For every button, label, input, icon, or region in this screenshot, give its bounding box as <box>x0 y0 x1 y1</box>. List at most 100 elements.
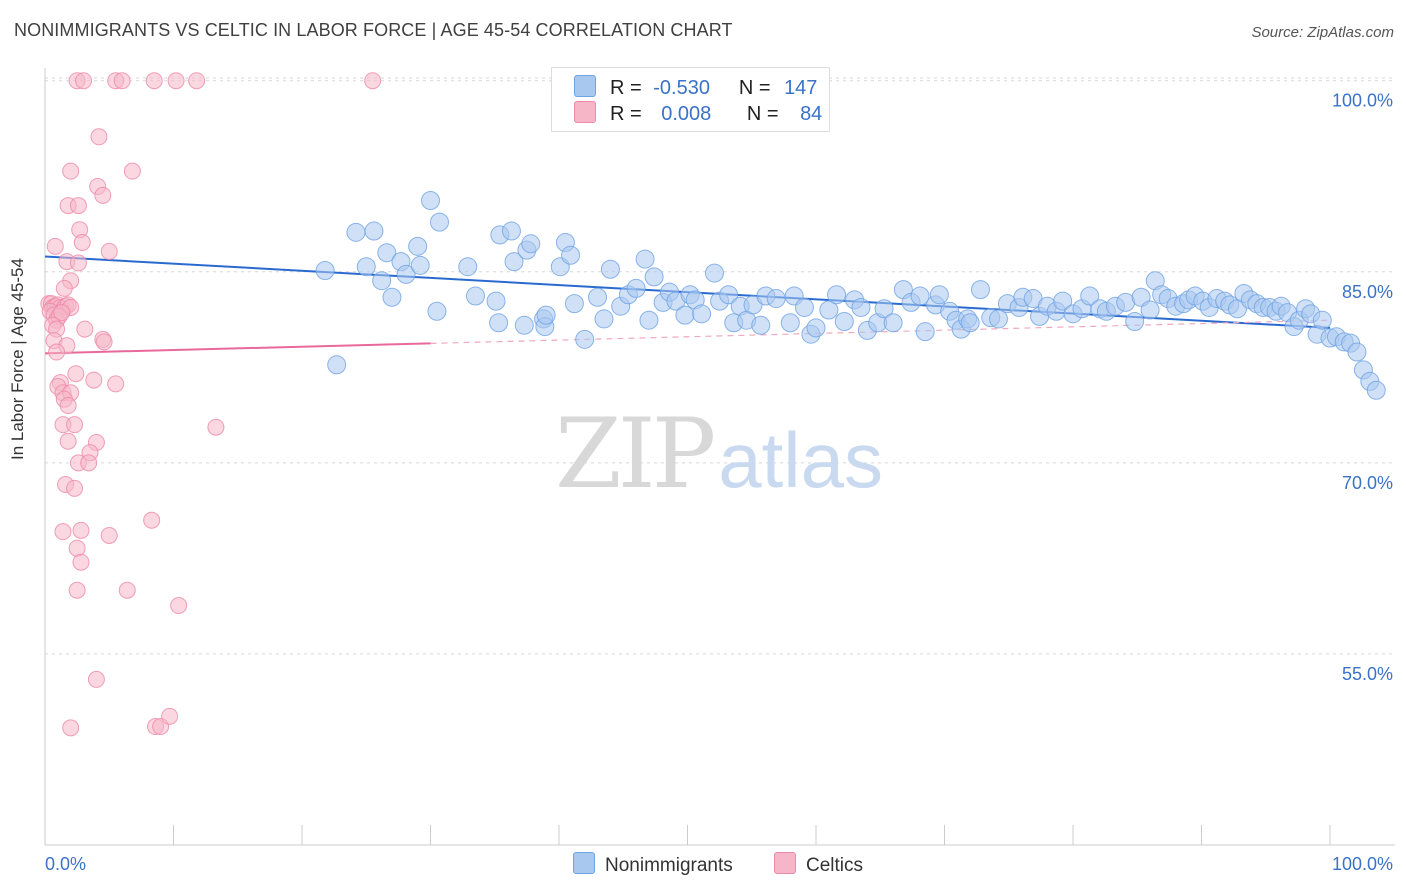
data-point <box>382 287 402 307</box>
data-point <box>639 310 659 330</box>
data-point <box>883 313 903 333</box>
legend-r-value: -0.530 <box>653 77 710 99</box>
data-point <box>364 72 382 90</box>
data-point <box>76 320 94 338</box>
axes <box>44 68 1395 846</box>
data-point <box>751 315 771 335</box>
data-point <box>819 300 839 320</box>
data-point <box>87 670 105 688</box>
data-point <box>85 371 103 389</box>
data-point <box>704 263 724 283</box>
data-point <box>766 289 786 309</box>
data-point <box>372 271 392 291</box>
y-tick-label: 100.0% <box>1332 91 1393 111</box>
data-point <box>626 278 646 298</box>
legend-row-nonimmigrants: R = -0.530 N = 147 <box>574 75 817 101</box>
data-point <box>1125 311 1145 331</box>
data-point <box>48 343 66 361</box>
data-point <box>429 212 449 232</box>
data-point <box>564 294 584 314</box>
data-point <box>167 72 185 90</box>
watermark-atlas: atlas <box>718 416 883 504</box>
data-point <box>62 719 80 737</box>
data-point <box>780 313 800 333</box>
legend-n-label: N = <box>746 103 779 125</box>
data-point <box>100 242 118 260</box>
data-point <box>315 261 335 281</box>
data-point <box>123 162 141 180</box>
data-point <box>68 581 86 599</box>
data-point <box>54 523 72 541</box>
data-point <box>960 313 980 333</box>
data-point <box>600 259 620 279</box>
data-point <box>145 72 163 90</box>
data-point <box>73 234 91 252</box>
data-point <box>910 286 930 306</box>
data-point <box>834 311 854 331</box>
data-point <box>396 264 416 284</box>
y-axis-label: In Labor Force | Age 45-54 <box>8 258 27 460</box>
watermark-zip: ZIP <box>555 398 716 510</box>
data-point <box>1366 380 1386 400</box>
data-point <box>46 237 64 255</box>
data-point <box>59 397 77 415</box>
data-point <box>356 257 376 277</box>
data-point <box>68 539 86 557</box>
data-point <box>72 553 90 571</box>
data-point <box>458 257 478 277</box>
data-point <box>377 243 397 263</box>
source-note: Source: ZipAtlas.com <box>1251 24 1394 41</box>
data-point <box>66 416 84 434</box>
data-point <box>988 309 1008 329</box>
data-point <box>1053 291 1073 311</box>
data-point <box>588 287 608 307</box>
data-point <box>427 301 447 321</box>
data-point <box>806 318 826 338</box>
data-point <box>170 597 188 615</box>
legend-item-nonimmigrants[interactable]: Nonimmigrants <box>573 852 733 877</box>
tick-labels: 55.0% 70.0% 85.0% 100.0% 0.0% 100.0% <box>45 91 1393 874</box>
data-point <box>59 432 77 450</box>
legend-n-value: 147 <box>784 77 818 99</box>
data-point <box>501 221 521 241</box>
y-tick-label: 70.0% <box>1342 473 1393 493</box>
series-legend: Nonimmigrants Celtics <box>0 852 1406 878</box>
data-point <box>465 286 485 306</box>
data-point <box>69 254 87 272</box>
data-point <box>1140 300 1160 320</box>
legend-n-value: 84 <box>800 103 823 125</box>
legend-swatch-nonimmigrants <box>573 852 595 874</box>
data-point <box>504 252 524 272</box>
data-point <box>327 355 347 375</box>
legend-n-label: N = <box>738 77 771 99</box>
data-point <box>100 526 118 544</box>
data-point <box>113 72 131 90</box>
data-point <box>72 521 90 539</box>
data-point <box>421 190 440 210</box>
legend-swatch-celtics <box>574 101 596 123</box>
x-tick-label: 100.0% <box>1332 854 1393 874</box>
gridlines <box>45 77 1395 655</box>
legend-item-celtics[interactable]: Celtics <box>774 852 863 877</box>
data-point <box>929 285 949 305</box>
data-point <box>489 313 509 333</box>
data-point <box>635 249 655 269</box>
data-point <box>874 299 894 319</box>
data-point <box>827 285 847 305</box>
data-point <box>118 581 136 599</box>
trend-line-extension <box>430 319 1331 344</box>
data-point <box>719 285 739 305</box>
legend-swatch-nonimmigrants <box>574 75 596 97</box>
legend-row-celtics: R = 0.008 N = 84 <box>574 101 822 127</box>
data-point <box>75 72 93 90</box>
data-point <box>692 304 712 324</box>
data-point <box>1080 286 1100 306</box>
legend-r-label: R = <box>610 103 642 125</box>
data-point <box>80 454 98 472</box>
y-tick-label: 85.0% <box>1342 282 1393 302</box>
legend-swatch-celtics <box>774 852 796 874</box>
watermark: ZIPatlas <box>555 398 883 510</box>
data-point <box>915 322 935 342</box>
data-point <box>1347 342 1367 362</box>
